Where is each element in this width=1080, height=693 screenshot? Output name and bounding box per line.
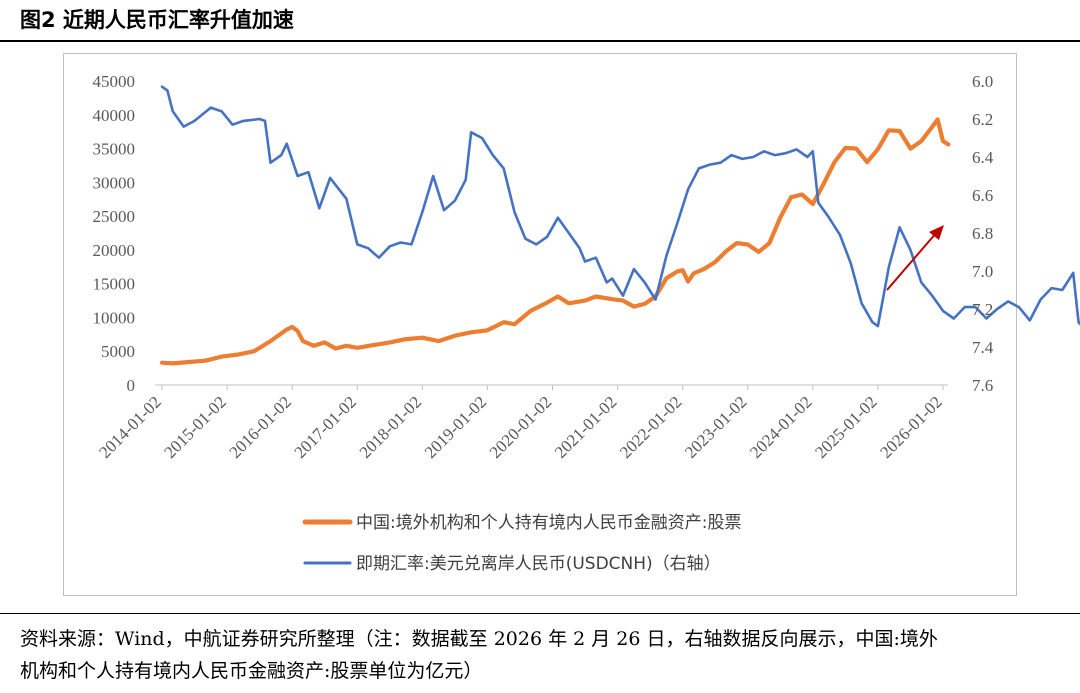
- left-tick-label: 25000: [93, 207, 136, 226]
- trend-arrow-shaft: [886, 231, 938, 291]
- left-axis-ticks: 0 5000 10000 15000 20000 25000 30000 35000 40000…: [93, 72, 136, 395]
- series-line-usdcnh: [160, 85, 1080, 328]
- right-tick-label: 7.4: [972, 338, 994, 357]
- left-tick-label: 40000: [93, 106, 136, 125]
- x-axis: 2014-01-022015-01-022016-01-022017-01-02…: [95, 384, 948, 462]
- chart-frame: [63, 53, 1017, 596]
- x-tick-label: 2014-01-02: [95, 392, 165, 462]
- left-tick-label: 5000: [101, 342, 135, 361]
- top-rule: [0, 40, 1080, 42]
- left-tick-label: 0: [127, 376, 136, 395]
- x-tick-label: 2024-01-02: [746, 392, 816, 462]
- left-tick-label: 30000: [93, 173, 136, 192]
- left-tick-label: 20000: [93, 241, 136, 260]
- x-tick-label: 2020-01-02: [486, 392, 556, 462]
- x-tick-label: 2021-01-02: [551, 392, 621, 462]
- right-tick-label: 7.2: [972, 300, 993, 319]
- right-tick-label: 6.2: [972, 110, 993, 129]
- x-tick-label: 2019-01-02: [421, 392, 491, 462]
- source-note-line-2: 机构和个人持有境内人民币金融资产:股票单位为亿元）: [20, 660, 483, 682]
- x-tick-label: 2015-01-02: [160, 392, 230, 462]
- left-tick-label: 10000: [93, 308, 136, 327]
- source-note-line-1: 资料来源：Wind，中航证券研究所整理（注：数据截至 2026 年 2 月 26…: [20, 628, 938, 650]
- annotation-arrow: [886, 225, 944, 291]
- trend-arrow-head: [929, 225, 944, 240]
- plot-area: [159, 85, 1080, 366]
- right-tick-label: 7.6: [972, 376, 993, 395]
- legend-label: 中国:境外机构和个人持有境内人民币金融资产:股票: [356, 513, 741, 533]
- right-tick-label: 6.0: [972, 72, 993, 91]
- x-tick-label: 2016-01-02: [225, 392, 295, 462]
- right-tick-label: 6.6: [972, 186, 993, 205]
- right-tick-label: 7.0: [972, 262, 993, 281]
- legend: 中国:境外机构和个人持有境内人民币金融资产:股票即期汇率:美元兑离岸人民币(US…: [302, 513, 741, 574]
- x-tick-label: 2017-01-02: [291, 392, 361, 462]
- bottom-rule: [0, 613, 1080, 614]
- x-tick-label: 2022-01-02: [616, 392, 686, 462]
- right-axis-ticks: 6.0 6.2 6.4 6.6 6.8 7.0 7.2 7.4 7.6: [972, 72, 994, 395]
- right-tick-label: 6.4: [972, 148, 994, 167]
- legend-label: 即期汇率:美元兑离岸人民币(USDCNH)（右轴）: [356, 554, 721, 574]
- right-tick-label: 6.8: [972, 224, 993, 243]
- x-tick-label: 2025-01-02: [811, 392, 881, 462]
- x-tick-label: 2018-01-02: [356, 392, 426, 462]
- series-line-equity-holdings: [159, 117, 951, 366]
- figure-title: 图2 近期人民币汇率升值加速: [20, 8, 294, 32]
- left-tick-label: 15000: [93, 275, 136, 294]
- x-tick-label: 2026-01-02: [876, 392, 946, 462]
- x-tick-label: 2023-01-02: [681, 392, 751, 462]
- source-note: 资料来源：Wind，中航证券研究所整理（注：数据截至 2026 年 2 月 26…: [20, 623, 1070, 687]
- left-tick-label: 45000: [93, 72, 136, 91]
- left-tick-label: 35000: [93, 140, 136, 159]
